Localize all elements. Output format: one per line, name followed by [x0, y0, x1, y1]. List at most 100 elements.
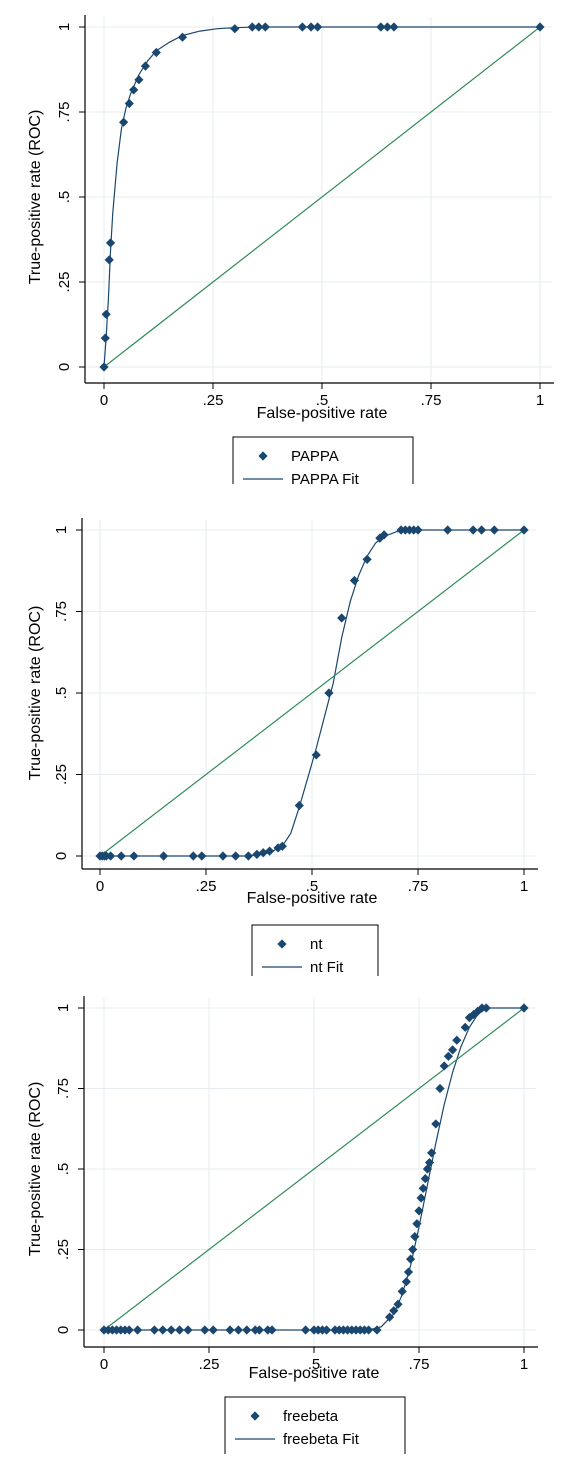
y-tick-label: 0 — [55, 1326, 72, 1334]
legend-marker — [277, 939, 287, 949]
data-point — [460, 1022, 470, 1032]
y-tick-label: .5 — [55, 1163, 72, 1176]
x-tick-label: .5 — [308, 1356, 321, 1373]
x-tick-label: .25 — [203, 392, 224, 409]
y-tick-label: 1 — [55, 1004, 72, 1012]
data-point — [408, 1244, 418, 1255]
roc-chart-nt: 0 0 .25 .25 .5 .5 .75 .75 1 1 False-positive rate T… — [27, 518, 538, 976]
data-point — [306, 22, 316, 32]
data-point — [116, 851, 126, 861]
reference-diagonal-line — [99, 529, 525, 857]
legend-marker — [258, 451, 268, 461]
data-point — [469, 1009, 479, 1020]
data-point — [242, 1325, 252, 1335]
x-tick-label: 0 — [100, 392, 108, 409]
data-point — [397, 1286, 407, 1296]
y-tick-label: .75 — [55, 1078, 72, 1099]
axes: 0 0 .25 .25 .5 .5 .75 .75 1 1 False-positive rate T… — [27, 996, 538, 1382]
data-point — [134, 75, 144, 85]
data-point — [349, 575, 359, 586]
data-point — [519, 1003, 529, 1013]
data-point — [448, 1045, 458, 1055]
y-axis-title: True-positive rate (ROC) — [27, 606, 44, 781]
y-tick-label: .25 — [53, 764, 70, 785]
data-point — [230, 24, 240, 34]
data-point — [431, 1119, 441, 1129]
y-tick-label: .5 — [56, 191, 73, 204]
data-point — [208, 1325, 218, 1335]
grid — [82, 520, 536, 869]
data-point — [424, 1157, 435, 1168]
data-point — [159, 851, 169, 861]
x-tick-label: .5 — [306, 878, 319, 895]
data-point — [129, 851, 139, 861]
legend: PAPPA PAPPA Fit — [232, 436, 414, 484]
data-point — [133, 1325, 143, 1335]
legend-box — [224, 1396, 406, 1454]
data-point — [247, 22, 257, 32]
data-points — [99, 22, 545, 372]
data-point — [489, 525, 499, 535]
data-point — [183, 1325, 193, 1335]
data-point — [273, 843, 283, 853]
data-point — [231, 851, 241, 861]
data-point — [258, 848, 268, 858]
data-point — [151, 47, 161, 58]
data-point — [188, 851, 198, 861]
data-point — [413, 525, 423, 535]
data-point — [435, 1083, 445, 1094]
data-point — [420, 1174, 430, 1184]
y-tick-label: .5 — [53, 687, 70, 700]
y-tick-label: .75 — [56, 102, 73, 123]
axes: 0 0 .25 .25 .5 .5 .75 .75 1 1 False-positive rate T… — [27, 518, 538, 907]
data-point — [385, 1312, 395, 1322]
x-axis-title: False-positive rate — [247, 890, 378, 907]
data-point — [252, 849, 262, 859]
data-point — [473, 1006, 483, 1016]
data-point — [468, 525, 478, 535]
legend-label: freebeta Fit — [283, 1431, 360, 1448]
data-point — [197, 851, 207, 861]
data-point — [481, 1003, 491, 1013]
data-point — [452, 1035, 462, 1045]
data-point — [324, 688, 334, 698]
data-point — [427, 1148, 437, 1158]
legend-label: freebeta — [283, 1408, 339, 1425]
x-tick-label: .25 — [196, 878, 217, 895]
data-point — [311, 750, 321, 760]
data-point — [337, 613, 347, 623]
data-point — [218, 851, 228, 861]
data-point — [477, 525, 487, 535]
x-tick-label: .5 — [316, 392, 329, 409]
legend-label: nt Fit — [310, 959, 344, 976]
y-tick-label: .75 — [53, 601, 70, 622]
y-tick-label: 1 — [56, 23, 73, 31]
x-tick-label: 1 — [520, 878, 528, 895]
data-point — [233, 1325, 243, 1335]
y-tick-label: 0 — [53, 852, 70, 860]
legend-label: nt — [310, 936, 323, 953]
data-point — [175, 1325, 185, 1335]
data-point — [294, 800, 304, 811]
x-tick-label: 1 — [520, 1356, 528, 1373]
data-point — [100, 333, 110, 343]
y-axis-title: True-positive rate (ROC) — [27, 110, 44, 285]
data-point — [177, 32, 188, 42]
legend: freebeta freebeta Fit — [224, 1396, 406, 1454]
reference-diagonal-line — [103, 26, 541, 368]
data-point — [104, 255, 114, 265]
x-tick-label: .75 — [409, 1356, 430, 1373]
data-point — [129, 85, 139, 95]
data-point — [105, 238, 116, 248]
data-point — [166, 1325, 176, 1335]
data-point — [313, 22, 323, 32]
data-point — [277, 841, 287, 851]
data-point — [200, 1325, 210, 1335]
data-points — [95, 525, 529, 861]
data-point — [158, 1325, 168, 1335]
x-tick-label: 1 — [536, 392, 544, 409]
data-point — [297, 22, 307, 32]
data-point — [414, 1206, 424, 1216]
legend-label: PAPPA — [291, 448, 339, 465]
data-point — [535, 22, 545, 32]
